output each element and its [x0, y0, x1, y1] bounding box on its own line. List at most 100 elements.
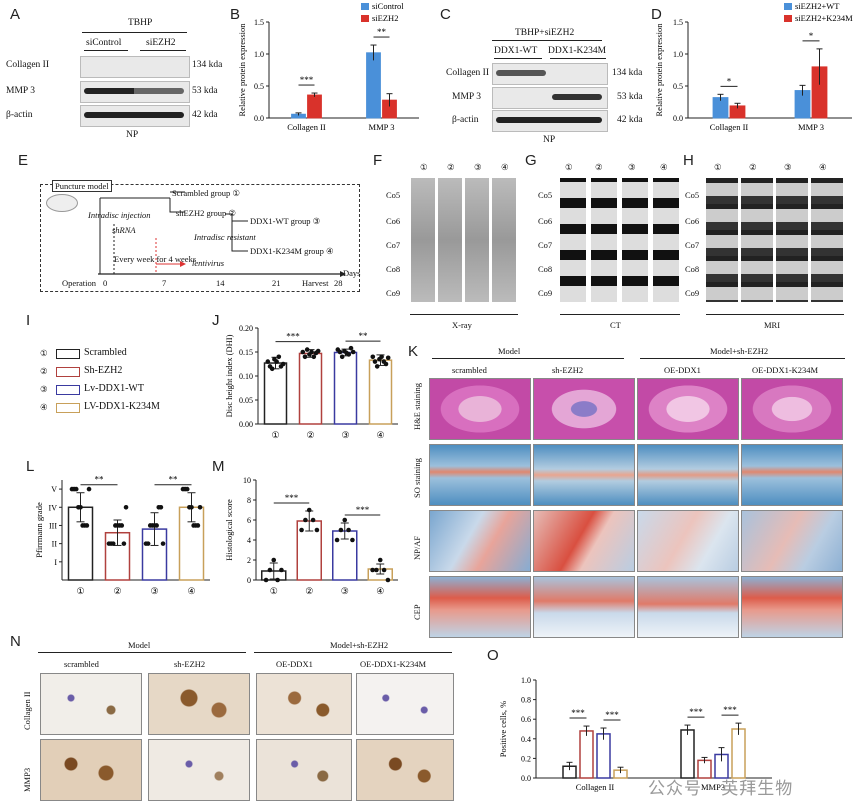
k-col-2: sh-EZH2	[552, 365, 584, 375]
chart-m: 0 2 4 6 8 10 Histological score ① ② ③ ④ *** ***	[224, 476, 398, 596]
y-tick-label: 0.05	[239, 396, 253, 405]
data-point	[160, 541, 166, 546]
watermark: 公众号 · 英拜生物	[648, 779, 794, 799]
ihc-mmp3-oek234m	[356, 739, 454, 801]
caption-xray: X-ray	[452, 320, 472, 330]
data-point	[346, 352, 352, 357]
so-image-3	[637, 444, 739, 506]
mri-image-3	[776, 178, 808, 302]
data-point	[271, 557, 277, 563]
data-point	[154, 523, 159, 528]
y-tick-label: 0.2	[521, 754, 531, 763]
y-tick-label: 4	[247, 536, 251, 545]
data-point	[73, 486, 79, 492]
vertebra-label-g-5: Co9	[538, 288, 553, 298]
data-point	[338, 527, 344, 533]
n-header-1: Model	[128, 640, 151, 650]
npaf-image-2	[533, 510, 635, 572]
blot-a-footer: NP	[126, 130, 139, 140]
data-point	[303, 517, 308, 523]
legend-name-2: Sh-EZH2	[84, 365, 123, 376]
vertebra-label-f-1: Co5	[386, 190, 401, 200]
x-tick-label: ④	[376, 430, 384, 440]
blot-c-row-1: Collagen II	[446, 68, 490, 78]
panel-label-f: F	[373, 152, 383, 169]
y-tick-label: 8	[247, 496, 251, 505]
data-point	[263, 577, 269, 583]
data-point	[274, 359, 279, 364]
x-tick-label: ④	[187, 586, 195, 596]
y-tick-label: III	[49, 521, 57, 530]
blot-a-size-2: 53 kda	[192, 86, 218, 96]
y-tick-label: II	[52, 540, 58, 549]
n-row-2: MMP3	[22, 767, 32, 792]
blot-a-strip-1	[80, 56, 190, 78]
k-header-1: Model	[498, 346, 521, 356]
timeline-tick-14: 14	[216, 278, 225, 288]
y-axis-label: Relative protein expression	[237, 23, 247, 117]
so-image-4	[741, 444, 843, 506]
sig-label: **	[377, 27, 387, 37]
blot-a-size-3: 42 kda	[192, 110, 218, 120]
blot-a-group-2: siEZH2	[146, 38, 176, 48]
timeline-note-1: Intradisc injection	[88, 210, 151, 220]
timeline-lines	[98, 191, 346, 277]
data-point	[280, 361, 286, 367]
timeline-note-2: shRNA	[112, 225, 136, 235]
x-tick-label: ②	[305, 586, 313, 596]
data-point	[195, 523, 201, 528]
x-tick-label: Collagen II	[287, 122, 326, 132]
data-point	[300, 349, 306, 355]
legend-label: siEZH2+K234M	[795, 13, 853, 23]
sig-label: **	[359, 331, 369, 341]
panel-label-d: D	[651, 6, 662, 23]
sig-label: ***	[286, 332, 300, 342]
vertebra-label-h-2: Co6	[685, 216, 700, 226]
data-point	[374, 364, 380, 369]
blot-a-row-1: Collagen II	[6, 60, 50, 70]
mri-circle-3: ③	[784, 162, 792, 172]
data-point	[314, 527, 320, 533]
y-tick-label: 0.00	[239, 420, 253, 429]
blot-a-size-1: 134 kda	[192, 60, 223, 70]
y-tick-label: 0.0	[673, 114, 683, 123]
data-point	[379, 354, 384, 360]
k-col-3: OE-DDX1	[664, 365, 701, 375]
y-tick-label: 6	[247, 516, 251, 525]
n-row-1: Collagen II	[22, 691, 32, 730]
timeline-group-3: DDX1-WT group ③	[250, 216, 321, 226]
data-point	[276, 354, 282, 360]
mri-image-1	[706, 178, 738, 302]
data-point	[385, 355, 391, 361]
timeline-tick-21: 21	[272, 278, 281, 288]
y-tick-label: 0	[247, 576, 251, 585]
panel-label-h: H	[683, 152, 694, 169]
sig-label: ***	[571, 708, 585, 718]
y-axis-label: Histological score	[224, 499, 234, 561]
panel-label-j: J	[212, 312, 220, 329]
cep-image-2	[533, 576, 635, 638]
blot-a-group-1: siControl	[86, 38, 122, 48]
data-point	[184, 486, 190, 492]
panel-label-m: M	[212, 458, 225, 475]
legend-swatch-1	[56, 349, 80, 359]
bar	[263, 362, 288, 425]
ihc-col2-shezh2	[148, 673, 250, 735]
data-point	[158, 504, 164, 510]
n-col-1: scrambled	[64, 659, 99, 669]
panel-label-a: A	[10, 6, 21, 23]
cep-image-4	[741, 576, 843, 638]
panel-label-b: B	[230, 6, 241, 23]
ct-circle-3: ③	[628, 162, 636, 172]
x-tick-label: Collagen II	[576, 782, 615, 792]
y-tick-label: 10	[243, 476, 251, 485]
x-tick-label: MMP3	[701, 782, 725, 792]
timeline-tick-7: 7	[162, 278, 167, 288]
he-image-3	[637, 378, 739, 440]
data-point	[337, 349, 343, 355]
data-point	[306, 507, 312, 513]
ihc-col2-oeddx1	[256, 673, 352, 735]
ct-circle-2: ②	[595, 162, 603, 172]
